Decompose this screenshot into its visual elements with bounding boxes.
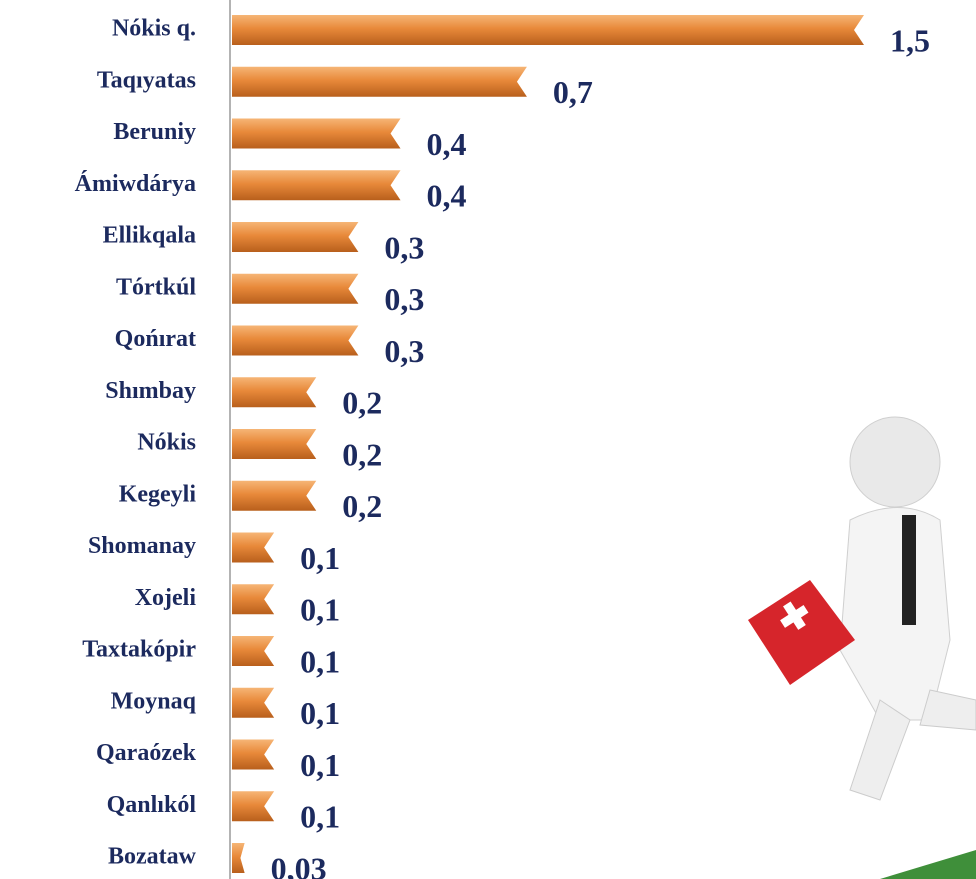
category-label: Bozataw [108,844,197,870]
value-label: 0,7 [553,74,593,110]
bar [232,584,275,615]
value-label: 0,1 [300,695,340,731]
bar [232,118,401,149]
bar [232,273,359,304]
bar [232,66,527,97]
value-label: 0,1 [300,540,340,576]
category-label: Nókis [137,430,196,456]
value-label: 0,2 [342,385,382,421]
value-label: 0,4 [427,126,467,162]
bar [232,222,359,252]
bar [232,15,864,45]
bar [232,377,317,408]
category-label: Moynaq [111,688,197,714]
category-label: Beruniy [113,119,196,145]
value-label: 0,3 [384,333,424,369]
bar [232,687,275,718]
category-label: Nókis q. [112,16,196,42]
value-label: 0,1 [300,643,340,679]
bar [232,480,317,511]
value-label: 0,4 [427,178,467,214]
bar [232,791,275,822]
category-label: Kegeyli [119,481,197,507]
value-label: 0,3 [384,229,424,265]
value-label: 0,03 [271,850,327,879]
category-label: Shomanay [88,533,196,559]
category-label: Ellikqala [103,223,196,249]
bar [232,636,275,666]
value-label: 0,1 [300,747,340,783]
category-label: Qońırat [115,326,196,352]
value-label: 0,3 [384,281,424,317]
bar [232,843,245,873]
category-label: Taqıyatas [97,67,196,93]
doctor-illustration [748,416,976,879]
category-label: Qanlıkól [107,792,197,818]
category-label: Ámiwdárya [75,171,196,197]
value-label: 0,2 [342,436,382,472]
bar [232,325,359,356]
bar [232,532,275,563]
value-label: 0,1 [300,799,340,835]
bar [232,429,317,459]
bar [232,739,275,770]
category-label: Qaraózek [96,740,197,766]
category-label: Shımbay [105,378,196,404]
category-label: Taxtakópir [82,637,196,663]
value-label: 0,2 [342,488,382,524]
bar [232,170,401,201]
category-label: Tórtkúl [116,274,196,300]
category-label: Xojeli [135,585,197,611]
value-label: 1,5 [890,22,930,58]
value-label: 0,1 [300,592,340,628]
